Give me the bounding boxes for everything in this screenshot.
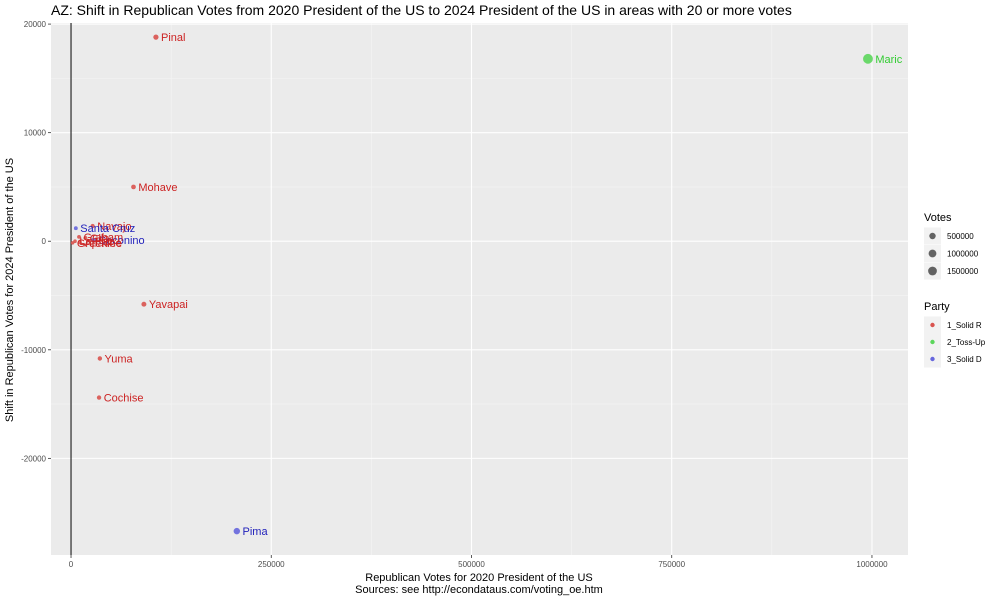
data-point xyxy=(863,53,873,64)
y-tick-label: 10000 xyxy=(24,129,47,138)
point-label: Yavapai xyxy=(149,299,188,311)
point-label: Navajo xyxy=(97,221,131,233)
x-tick-label: 1000000 xyxy=(856,560,888,569)
x-tick-label: 250000 xyxy=(258,560,285,569)
data-point xyxy=(90,223,95,229)
point-label: Greenlee xyxy=(77,238,122,250)
point-label: Pima xyxy=(243,526,269,538)
data-point xyxy=(70,241,75,245)
point-label: Yuma xyxy=(105,353,134,365)
point-label: Cochise xyxy=(104,393,144,405)
y-axis-ticks: -20000 -10000 0 10000 20000 xyxy=(21,20,51,463)
data-point xyxy=(141,301,147,307)
legend-size-key xyxy=(928,249,937,258)
chart-title: AZ: Shift in Republican Votes from 2020 … xyxy=(51,2,792,18)
data-point xyxy=(153,34,159,40)
legend-color-key xyxy=(930,356,935,362)
legend-size-key xyxy=(928,266,937,276)
data-point xyxy=(73,226,78,231)
y-axis-title: Shift in Republican Votes for 2024 Presi… xyxy=(4,158,16,422)
legend-color-key xyxy=(930,322,935,328)
data-point xyxy=(131,184,136,190)
legend-color-key xyxy=(930,339,935,345)
legend-size-label: 500000 xyxy=(947,232,974,241)
data-points xyxy=(70,34,873,535)
point-label: Gila xyxy=(90,233,110,245)
x-tick-label: 500000 xyxy=(458,560,485,569)
x-axis-ticks: 0 250000 500000 750000 1000000 xyxy=(69,555,888,569)
y-tick-label: 20000 xyxy=(24,20,47,29)
legend-party: Party 1_Solid R 2_Toss-Up 3_Solid D xyxy=(924,301,986,368)
point-label: Apache xyxy=(84,237,121,249)
plot-panel xyxy=(51,23,908,555)
legend-size-key xyxy=(929,232,936,240)
point-label: Maric xyxy=(875,54,902,66)
point-label: Pinal xyxy=(161,32,185,44)
point-label: Graham xyxy=(83,232,123,244)
legend-size-label: 1000000 xyxy=(947,250,979,259)
legend-party-title: Party xyxy=(924,301,950,313)
legend-votes-title: Votes xyxy=(924,212,952,224)
chart-caption: Sources: see http://econdataus.com/votin… xyxy=(355,584,603,596)
data-point xyxy=(96,395,102,400)
x-axis-title: Republican Votes for 2020 President of t… xyxy=(365,572,592,584)
grid-minor xyxy=(51,23,908,555)
legend-color-label: 3_Solid D xyxy=(947,355,982,364)
x-tick-label: 0 xyxy=(69,560,74,569)
legend-size-label: 1500000 xyxy=(947,267,979,276)
point-label: Mohave xyxy=(138,182,177,194)
point-label: Santa Cruz xyxy=(80,223,135,235)
legend-color-label: 2_Toss-Up xyxy=(947,338,986,347)
y-tick-label: -10000 xyxy=(21,346,46,355)
point-label: La Paz xyxy=(79,236,113,248)
data-point xyxy=(97,356,103,361)
x-tick-label: 750000 xyxy=(658,560,685,569)
data-point xyxy=(77,240,82,245)
point-label: Coconino xyxy=(98,235,144,247)
y-tick-label: -20000 xyxy=(21,454,46,463)
data-point xyxy=(83,235,88,240)
y-tick-label: 0 xyxy=(42,237,47,246)
legend-color-label: 1_Solid R xyxy=(947,321,982,330)
data-point xyxy=(91,237,96,243)
data-point xyxy=(77,234,81,239)
data-point xyxy=(233,527,241,535)
legend-votes: Votes 500000 1000000 1500000 xyxy=(924,212,979,280)
